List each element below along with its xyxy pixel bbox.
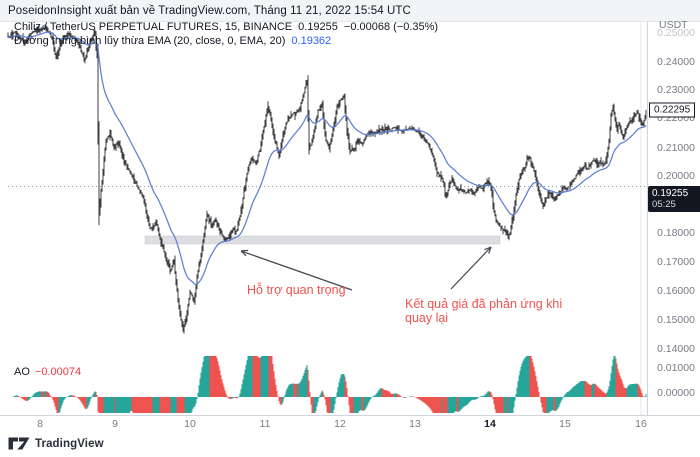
support-zone-rect[interactable] — [144, 235, 501, 245]
time-axis-label: 12 — [334, 418, 346, 430]
ema-indicator-title[interactable]: Đường trung bình lũy thừa EMA (20, close… — [14, 35, 286, 47]
price-axis-label: 0.21000 — [657, 142, 695, 154]
symbol-title[interactable]: Chiliz / TetherUS PERPETUAL FUTURES, 15,… — [14, 21, 293, 33]
chart-legend: Chiliz / TetherUS PERPETUAL FUTURES, 15,… — [14, 20, 438, 48]
bar-countdown: 05:25 — [652, 199, 676, 210]
price-axis-currency: USDT — [659, 19, 688, 31]
time-axis-label: 8 — [37, 418, 43, 430]
ema-line — [7, 31, 647, 285]
tradingview-logo-text: TradingView — [35, 437, 104, 450]
annotation-reaction-label[interactable]: Kết quả giá đã phản ứng khi quay lại — [405, 297, 562, 325]
time-axis-label: 11 — [259, 418, 271, 430]
price-axis-label: 0.23000 — [657, 84, 695, 96]
price-axis-label: 0.15000 — [657, 314, 695, 326]
time-axis-label: 13 — [409, 418, 421, 430]
tradingview-logo[interactable]: TradingView — [8, 437, 104, 450]
annotation-arrow[interactable] — [450, 246, 492, 290]
annotation-reaction-line1: Kết quả giá đã phản ứng khi — [405, 297, 563, 311]
time-axis-label: 16 — [635, 418, 647, 430]
price-axis-label: 0.00000 — [657, 387, 695, 399]
annotation-support-label[interactable]: Hỗ trợ quan trọng — [247, 283, 346, 297]
price-axis-label: 0.16000 — [657, 285, 695, 297]
price-axis-label: 0.20000 — [657, 170, 695, 182]
ao-histogram — [12, 356, 647, 413]
price-axis-label: 0.01000 — [657, 362, 695, 374]
price-axis-label: 0.25000 — [657, 27, 695, 39]
ao-indicator-name: AO — [14, 366, 30, 378]
ema-value: 0.19362 — [291, 35, 332, 47]
legend-symbol-row[interactable]: Chiliz / TetherUS PERPETUAL FUTURES, 15,… — [14, 20, 438, 34]
last-price-value: 0.19255 — [298, 21, 338, 33]
price-axis-label: 0.14000 — [657, 343, 695, 355]
indicator-ao-legend[interactable]: AO −0.00074 — [14, 366, 81, 378]
current-price-value: 0.19255 — [652, 188, 689, 199]
tradingview-logo-icon — [8, 437, 30, 450]
time-axis-label: 10 — [184, 418, 196, 430]
legend-ema-row[interactable]: Đường trung bình lũy thừa EMA (20, close… — [14, 34, 438, 48]
annotation-reaction-line2: quay lại — [405, 311, 449, 325]
time-axis-label: 14 — [484, 418, 496, 430]
current-price-badge: 0.19255 05:25 — [648, 186, 700, 212]
attribution-text: PoseidonInsight xuất bản về TradingView.… — [8, 4, 411, 17]
price-change-value: −0.00068 (−0.35%) — [343, 21, 439, 33]
price-axis-label: 0.18000 — [657, 227, 695, 239]
price-axis-label: 0.17000 — [657, 256, 695, 268]
attribution-bar: PoseidonInsight xuất bản về TradingView.… — [0, 0, 700, 22]
price-axis-label: 0.24000 — [657, 56, 695, 68]
last-close-price-marker: 0.22295 — [649, 102, 696, 118]
time-axis-label: 15 — [559, 418, 571, 430]
candlestick-series — [7, 24, 647, 334]
ao-indicator-value: −0.00074 — [34, 366, 82, 378]
annotation-arrow[interactable] — [240, 249, 353, 291]
time-axis-label: 9 — [112, 418, 118, 430]
